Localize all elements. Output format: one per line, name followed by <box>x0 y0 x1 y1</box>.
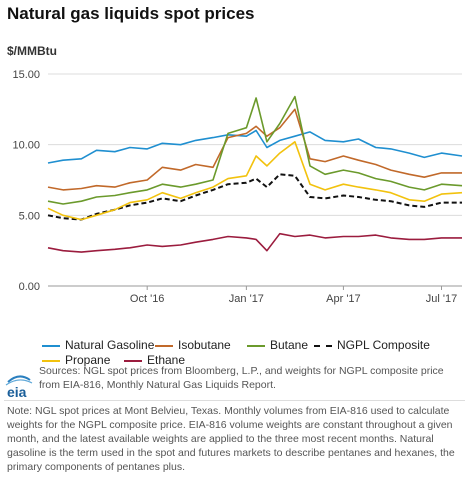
legend-label: Ethane <box>147 353 186 367</box>
series-line-butane <box>47 95 463 205</box>
legend-swatch <box>155 344 173 347</box>
legend-item: NGPL Composite <box>314 337 430 353</box>
series-line-propane <box>47 141 463 221</box>
line-chart: 0.00 5.00 10.00 15.00 Oct '16 Jan '17 Apr '17 J… <box>12 69 463 305</box>
legend-label: Propane <box>65 353 111 367</box>
divider <box>4 400 465 401</box>
x-tick-label: Jul '17 <box>426 293 457 305</box>
legend-swatch <box>314 344 332 347</box>
series-line-ethane <box>47 232 462 253</box>
legend-swatch <box>42 344 60 347</box>
series-line-isobutane <box>47 108 462 191</box>
legend-item: Natural Gasoline <box>42 337 154 353</box>
legend-label: NGPL Composite <box>337 338 430 352</box>
note-text: Note: NGL spot prices at Mont Belvieu, T… <box>7 405 455 473</box>
eia-logo-text: eia <box>7 384 27 400</box>
sources-text: Sources: NGL spot prices from Bloomberg,… <box>39 365 444 391</box>
y-tick-label: 5.00 <box>19 210 40 222</box>
series-line-ngpl-composite <box>47 173 462 221</box>
legend-item: Butane <box>247 337 308 353</box>
eia-logo-icon: eia <box>5 375 33 400</box>
chart-title: Natural gas liquids spot prices <box>7 4 255 23</box>
legend-item: Propane <box>42 352 110 368</box>
legend-label: Butane <box>270 338 309 352</box>
legend-swatch <box>42 359 60 362</box>
legend-item: Isobutane <box>155 337 231 353</box>
series-line-natural-gasoline <box>47 129 463 164</box>
legend-item: Ethane <box>124 352 185 368</box>
legend-swatch <box>247 344 265 347</box>
legend-swatch <box>124 359 142 362</box>
legend-label: Natural Gasoline <box>65 338 155 352</box>
x-tick-label: Jan '17 <box>229 293 264 305</box>
legend-label: Isobutane <box>178 338 231 352</box>
x-tick-label: Oct '16 <box>130 293 165 305</box>
y-tick-label: 15.00 <box>12 69 40 81</box>
y-axis-unit-label: $/MMBtu <box>7 44 57 58</box>
y-tick-label: 0.00 <box>19 281 40 293</box>
x-tick-label: Apr '17 <box>326 293 361 305</box>
y-tick-label: 10.00 <box>12 140 40 152</box>
